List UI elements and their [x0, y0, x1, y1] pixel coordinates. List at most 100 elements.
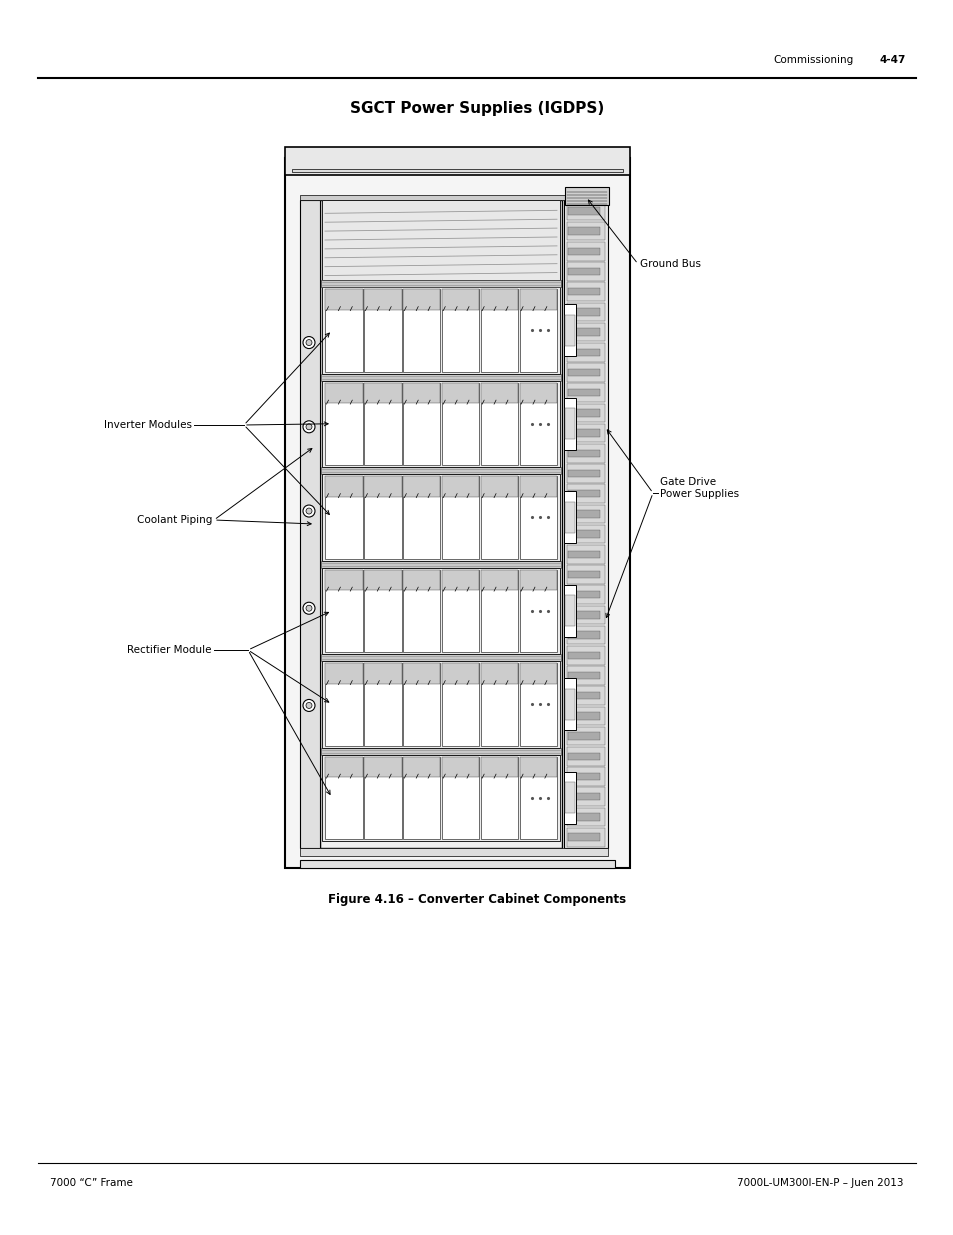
Bar — [567, 207, 599, 215]
Circle shape — [303, 421, 314, 432]
Bar — [441, 475, 479, 496]
Bar — [566, 505, 604, 524]
Bar — [563, 492, 576, 543]
Bar — [320, 655, 560, 661]
Bar — [566, 706, 604, 725]
Bar — [563, 678, 576, 730]
Circle shape — [306, 703, 312, 709]
Bar — [566, 222, 604, 241]
Bar — [564, 595, 575, 626]
Bar — [567, 469, 599, 477]
Bar — [363, 569, 401, 652]
Bar — [285, 147, 629, 175]
Bar — [567, 592, 599, 599]
Bar — [567, 834, 599, 841]
Bar — [566, 687, 604, 705]
Bar — [325, 663, 362, 746]
Bar — [519, 569, 557, 590]
Bar — [519, 475, 557, 558]
Bar — [285, 158, 629, 868]
Bar — [480, 289, 517, 310]
Bar — [320, 280, 560, 287]
Bar — [441, 757, 479, 777]
Bar — [402, 289, 440, 310]
Bar — [566, 566, 604, 584]
Bar — [322, 568, 559, 655]
Bar — [564, 409, 575, 440]
Bar — [325, 663, 362, 684]
Bar — [322, 755, 559, 841]
Bar — [299, 200, 319, 848]
Bar — [564, 782, 575, 814]
Circle shape — [303, 337, 314, 348]
Bar — [519, 663, 557, 746]
Bar — [441, 663, 479, 684]
Circle shape — [303, 699, 314, 711]
Bar — [566, 788, 604, 806]
Bar — [567, 611, 599, 619]
Bar — [363, 475, 401, 496]
Bar — [566, 747, 604, 766]
Bar — [299, 848, 607, 856]
Bar — [567, 308, 599, 316]
Bar — [363, 383, 401, 403]
Bar — [567, 268, 599, 275]
Bar — [325, 569, 362, 590]
Bar — [322, 661, 559, 747]
Bar — [322, 474, 559, 561]
Text: 4-47: 4-47 — [879, 56, 905, 65]
Bar — [567, 773, 599, 781]
Bar — [566, 626, 604, 645]
Bar — [566, 424, 604, 442]
Bar — [567, 732, 599, 740]
Bar — [480, 757, 517, 839]
Bar — [566, 242, 604, 261]
Bar — [480, 757, 517, 777]
Bar — [567, 389, 599, 396]
Bar — [402, 289, 440, 372]
Bar — [566, 484, 604, 503]
Bar — [480, 569, 517, 590]
Text: Figure 4.16 – Converter Cabinet Components: Figure 4.16 – Converter Cabinet Componen… — [328, 893, 625, 906]
Bar — [325, 569, 362, 652]
Bar — [320, 747, 560, 755]
Bar — [363, 569, 401, 590]
Bar — [567, 348, 599, 356]
Bar — [566, 262, 604, 280]
Bar — [566, 767, 604, 785]
Text: Ground Bus: Ground Bus — [639, 259, 700, 269]
Bar — [441, 663, 479, 746]
Bar — [567, 288, 599, 295]
Bar — [567, 752, 599, 760]
Bar — [563, 585, 576, 637]
Bar — [480, 569, 517, 652]
Bar — [325, 757, 362, 839]
Bar — [480, 475, 517, 496]
Bar — [519, 663, 557, 684]
Bar — [567, 490, 599, 498]
Bar — [566, 646, 604, 664]
Bar — [567, 571, 599, 578]
Bar — [519, 383, 557, 466]
Bar — [567, 329, 599, 336]
Bar — [402, 383, 440, 466]
Bar — [319, 200, 561, 848]
Bar — [325, 383, 362, 466]
Bar — [566, 363, 604, 382]
Bar — [566, 545, 604, 563]
Bar — [567, 692, 599, 699]
Bar — [441, 289, 479, 310]
Bar — [480, 663, 517, 684]
Text: SGCT Power Supplies (IGDPS): SGCT Power Supplies (IGDPS) — [350, 100, 603, 116]
Bar — [325, 475, 362, 496]
Bar — [567, 369, 599, 377]
Bar — [567, 227, 599, 235]
Bar — [402, 475, 440, 558]
Bar — [402, 757, 440, 839]
Bar — [402, 757, 440, 777]
Bar — [480, 383, 517, 466]
Bar — [566, 201, 604, 220]
Bar — [441, 569, 479, 590]
Bar — [566, 726, 604, 746]
Bar — [402, 475, 440, 496]
